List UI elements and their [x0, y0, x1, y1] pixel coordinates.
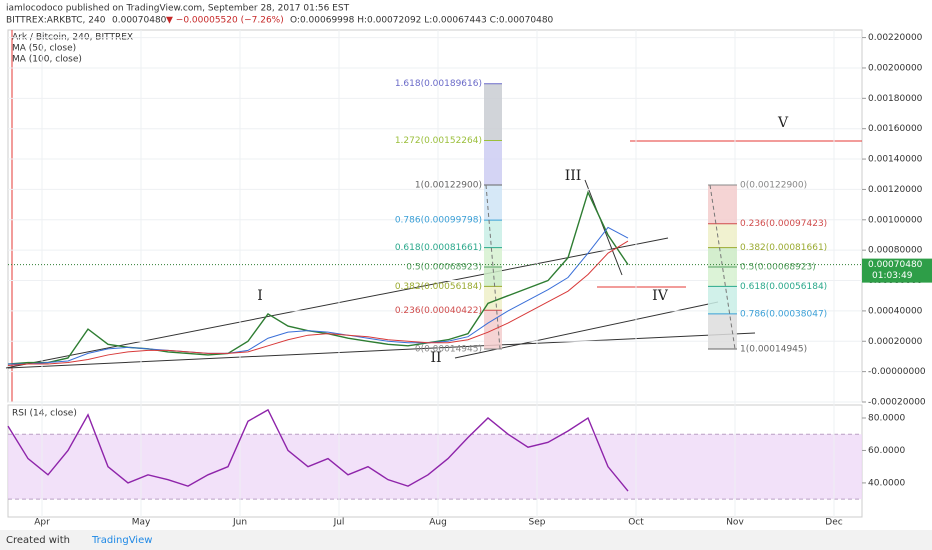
fib-label: 0.618(0.00056184) [740, 282, 827, 292]
y-tick-label: 60.0000 [868, 446, 905, 456]
fib-band [708, 185, 737, 224]
publisher: iamlocodoco published on TradingView.com… [6, 4, 350, 14]
rsi-band [8, 434, 862, 500]
fib-band [484, 247, 502, 267]
y-tick-label: 0.00220000 [868, 33, 923, 43]
trend-line [584, 179, 623, 276]
fib-label: 1(0.00122900) [415, 181, 482, 191]
fib-label: 0.786(0.00099798) [395, 216, 482, 226]
fib-label: 1(0.00014945) [740, 344, 807, 354]
fib-label: 1.618(0.00189616) [395, 79, 482, 89]
fib-band [708, 223, 737, 248]
fib-label: 0.5(0.00068923) [740, 262, 816, 272]
countdown: 01:03:49 [872, 271, 913, 281]
x-tick-label: Dec [825, 518, 842, 528]
created-with: Created with [6, 535, 70, 546]
x-tick-label: Oct [628, 518, 644, 528]
brand: TradingView [91, 535, 152, 546]
y-tick-label: 0.00080000 [868, 246, 923, 256]
trend-line [7, 332, 756, 369]
y-tick-label: 0.00120000 [868, 185, 923, 195]
trend-line [5, 237, 669, 369]
drawings [5, 140, 862, 369]
footer: Created with TradingView [0, 530, 932, 550]
price-line [7, 190, 629, 365]
y-tick-label: 0.00200000 [868, 63, 923, 73]
fib-label: 0.382(0.00081661) [740, 243, 827, 253]
fib-label: 0(0.00014945) [415, 344, 482, 354]
y-tick-label: 0.00040000 [868, 306, 923, 316]
symbol: BITTREX:ARKBTC, 240 [6, 16, 106, 26]
fib-label: 0.236(0.00040422) [395, 306, 482, 316]
legend-rsi: RSI (14, close) [12, 409, 77, 419]
wave-label: I [257, 288, 263, 304]
fib-label: 0.786(0.00038047) [740, 309, 827, 319]
fib-band [484, 83, 502, 141]
fib-band [708, 266, 737, 287]
y-tick-label: 80.0000 [868, 413, 905, 423]
legend-ma100: MA (100, close) [12, 55, 82, 65]
ma-line [7, 240, 629, 367]
fib-band [484, 220, 502, 248]
fib-label: 0.5(0.00068923) [406, 262, 482, 272]
x-tick-label: Sep [529, 518, 546, 528]
fib-band [708, 247, 737, 267]
last-price: 0.00070480 [112, 16, 167, 26]
ohlc: O:0.00069998 H:0.00072092 L:0.00067443 C… [290, 16, 554, 26]
x-tick-label: Jun [232, 518, 247, 528]
y-tick-label: 0.00100000 [868, 215, 923, 225]
wave-label: V [777, 115, 789, 131]
wave-label: III [565, 168, 582, 184]
x-tick-label: Jul [333, 518, 345, 528]
y-tick-label: 0.00020000 [868, 337, 923, 347]
wave-label: IV [652, 288, 669, 304]
fib-band [708, 286, 737, 314]
y-tick-label: -0.00020000 [868, 398, 926, 408]
fib-band [484, 185, 502, 221]
fib-label: 0.236(0.00097423) [740, 219, 827, 229]
change: ▼ −0.00005520 (−7.26%) [166, 16, 284, 26]
x-tick-label: Nov [726, 518, 744, 528]
y-tick-label: 0.00160000 [868, 124, 923, 134]
fib-label: 0.618(0.00081661) [395, 243, 482, 253]
fib-band [484, 266, 502, 287]
x-tick-label: May [132, 518, 151, 528]
y-tick-label: 0.00180000 [868, 94, 923, 104]
y-tick-label: 40.0000 [868, 478, 905, 488]
rsi-line [7, 408, 629, 492]
footer-bar [0, 530, 932, 550]
fib-band [484, 140, 502, 186]
x-tick-label: Aug [429, 518, 447, 528]
fib-label: 0.382(0.00056184) [395, 282, 482, 292]
wave-label: II [430, 350, 441, 366]
fib-band [484, 286, 502, 311]
y-tick-label: 0.00140000 [868, 155, 923, 165]
ma-line [8, 226, 629, 365]
fib-label: 0(0.00122900) [740, 181, 807, 191]
y-tick-label: -0.00000000 [868, 367, 926, 377]
fib-label: 1.272(0.00152264) [395, 136, 482, 146]
price-tag [862, 258, 932, 283]
price-tag-text: 0.00070480 [868, 260, 923, 270]
x-tick-label: Apr [34, 518, 50, 528]
legend-ma50: MA (50, close) [12, 44, 76, 54]
